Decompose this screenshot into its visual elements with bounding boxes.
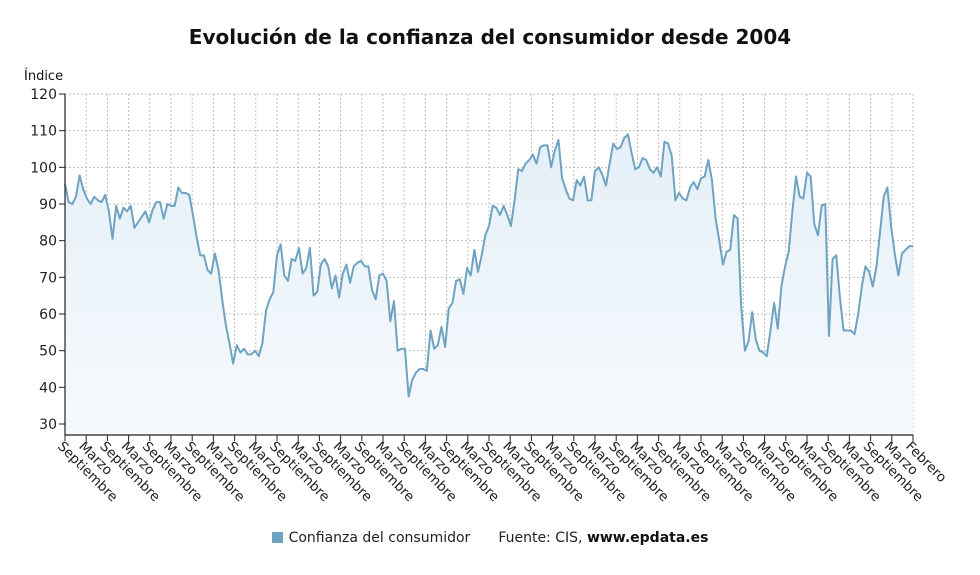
y-tick-label: 90 <box>39 197 57 213</box>
y-axis-label: Índice <box>24 68 63 84</box>
series-line <box>64 133 913 398</box>
chart-title: Evolución de la confianza del consumidor… <box>188 25 792 49</box>
source-site: www.epdata.es <box>586 530 709 546</box>
legend-swatch <box>271 532 283 543</box>
y-tick-label: 80 <box>39 234 57 250</box>
legend-series-label: Confianza del consumidor <box>288 530 471 546</box>
y-tick-label: 120 <box>30 87 57 103</box>
x-tick-labels: SeptiembreMarzoSeptiembreMarzoSeptiembre… <box>54 439 949 506</box>
source-label: Fuente: CIS, <box>498 530 583 546</box>
y-tick-label: 30 <box>39 417 57 433</box>
axes <box>64 94 913 436</box>
y-tick-label: 100 <box>30 160 57 176</box>
legend: Confianza del consumidor Fuente: CIS, www… <box>0 530 980 546</box>
y-tick-label: 50 <box>39 344 57 360</box>
y-tick-label: 40 <box>39 380 57 396</box>
series-area-fill <box>65 134 913 435</box>
y-tick-label: 60 <box>39 307 57 323</box>
y-tick-label: 70 <box>39 270 57 286</box>
y-tick-label: 110 <box>30 124 57 140</box>
y-tick-labels: 30 40 50 60 70 80 90 100 110 120 <box>30 87 57 433</box>
